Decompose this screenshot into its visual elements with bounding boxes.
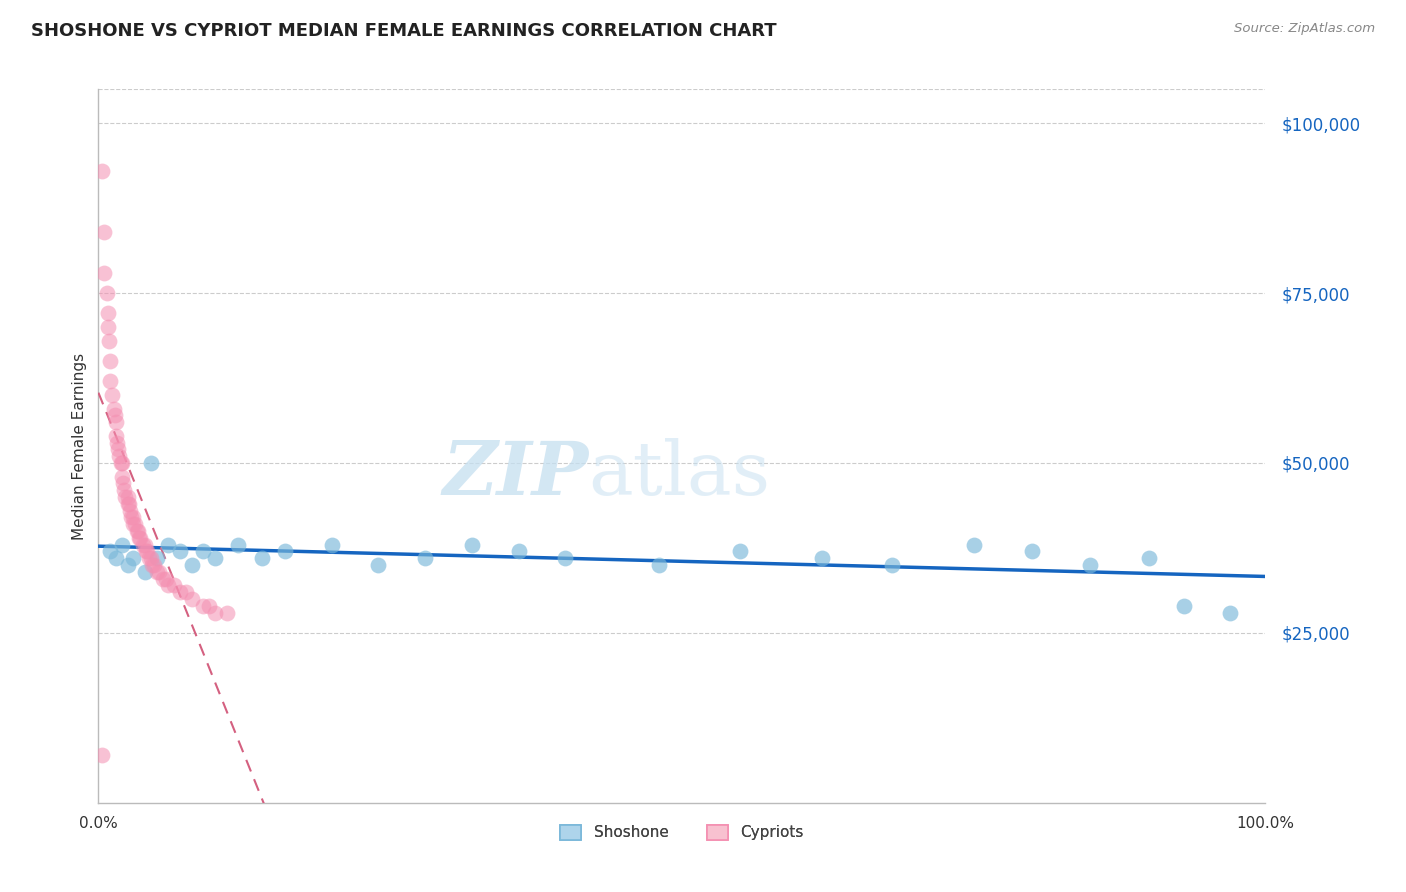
Point bbox=[122, 551, 145, 566]
Point bbox=[118, 497, 141, 511]
Point bbox=[647, 558, 669, 572]
Point bbox=[114, 490, 136, 504]
Point bbox=[174, 585, 197, 599]
Point bbox=[250, 551, 273, 566]
Point bbox=[1021, 544, 1043, 558]
Point bbox=[1080, 558, 1102, 572]
Point bbox=[132, 537, 155, 551]
Point bbox=[152, 572, 174, 586]
Point bbox=[367, 558, 389, 572]
Point bbox=[169, 544, 191, 558]
Point bbox=[124, 517, 146, 532]
Point bbox=[128, 531, 150, 545]
Point bbox=[90, 163, 112, 178]
Point bbox=[118, 503, 141, 517]
Point bbox=[180, 558, 202, 572]
Point bbox=[122, 517, 145, 532]
Text: atlas: atlas bbox=[589, 438, 770, 511]
Point bbox=[111, 456, 134, 470]
Point bbox=[134, 565, 156, 579]
Point bbox=[141, 558, 163, 572]
Text: ZIP: ZIP bbox=[443, 438, 589, 511]
Point bbox=[101, 388, 124, 402]
Point bbox=[117, 497, 139, 511]
Point bbox=[215, 606, 238, 620]
Point bbox=[104, 409, 127, 423]
Point bbox=[163, 578, 186, 592]
Point bbox=[811, 551, 834, 566]
Point bbox=[112, 483, 135, 498]
Point bbox=[98, 544, 121, 558]
Point bbox=[155, 572, 177, 586]
Point bbox=[97, 334, 120, 348]
Point bbox=[127, 524, 149, 538]
Point bbox=[93, 266, 115, 280]
Point bbox=[117, 490, 139, 504]
Point bbox=[139, 551, 162, 566]
Point bbox=[157, 578, 180, 592]
Point bbox=[1137, 551, 1160, 566]
Point bbox=[135, 544, 157, 558]
Point bbox=[193, 599, 215, 613]
Point bbox=[98, 354, 121, 368]
Point bbox=[1173, 599, 1195, 613]
Point bbox=[111, 476, 134, 491]
Point bbox=[143, 558, 166, 572]
Point bbox=[180, 591, 202, 606]
Point bbox=[129, 531, 152, 545]
Point bbox=[138, 551, 160, 566]
Point bbox=[104, 551, 127, 566]
Text: Source: ZipAtlas.com: Source: ZipAtlas.com bbox=[1234, 22, 1375, 36]
Point bbox=[461, 537, 484, 551]
Point bbox=[105, 435, 128, 450]
Point bbox=[117, 558, 139, 572]
Point bbox=[120, 510, 142, 524]
Point bbox=[413, 551, 436, 566]
Point bbox=[96, 286, 118, 301]
Point bbox=[111, 469, 134, 483]
Point bbox=[90, 748, 112, 763]
Point bbox=[730, 544, 752, 558]
Y-axis label: Median Female Earnings: Median Female Earnings bbox=[72, 352, 87, 540]
Point bbox=[321, 537, 343, 551]
Point bbox=[508, 544, 530, 558]
Point bbox=[274, 544, 297, 558]
Point bbox=[1219, 606, 1241, 620]
Point bbox=[122, 510, 145, 524]
Point bbox=[204, 551, 226, 566]
Point bbox=[228, 537, 250, 551]
Point bbox=[134, 537, 156, 551]
Point bbox=[111, 537, 134, 551]
Point bbox=[103, 401, 125, 416]
Point bbox=[108, 449, 131, 463]
Point bbox=[554, 551, 576, 566]
Point bbox=[139, 456, 162, 470]
Point bbox=[93, 225, 115, 239]
Point bbox=[110, 456, 132, 470]
Point bbox=[146, 551, 169, 566]
Point bbox=[107, 442, 129, 457]
Point bbox=[157, 537, 180, 551]
Point bbox=[97, 306, 120, 320]
Point bbox=[136, 544, 159, 558]
Point bbox=[198, 599, 221, 613]
Point bbox=[98, 375, 121, 389]
Point bbox=[97, 320, 120, 334]
Point bbox=[148, 565, 170, 579]
Point bbox=[169, 585, 191, 599]
Point bbox=[104, 429, 127, 443]
Point bbox=[104, 415, 127, 429]
Point bbox=[193, 544, 215, 558]
Point bbox=[962, 537, 984, 551]
Text: SHOSHONE VS CYPRIOT MEDIAN FEMALE EARNINGS CORRELATION CHART: SHOSHONE VS CYPRIOT MEDIAN FEMALE EARNIN… bbox=[31, 22, 776, 40]
Point bbox=[204, 606, 226, 620]
Point bbox=[146, 565, 169, 579]
Point bbox=[125, 524, 148, 538]
Point bbox=[880, 558, 903, 572]
Legend: Shoshone, Cypriots: Shoshone, Cypriots bbox=[554, 819, 810, 847]
